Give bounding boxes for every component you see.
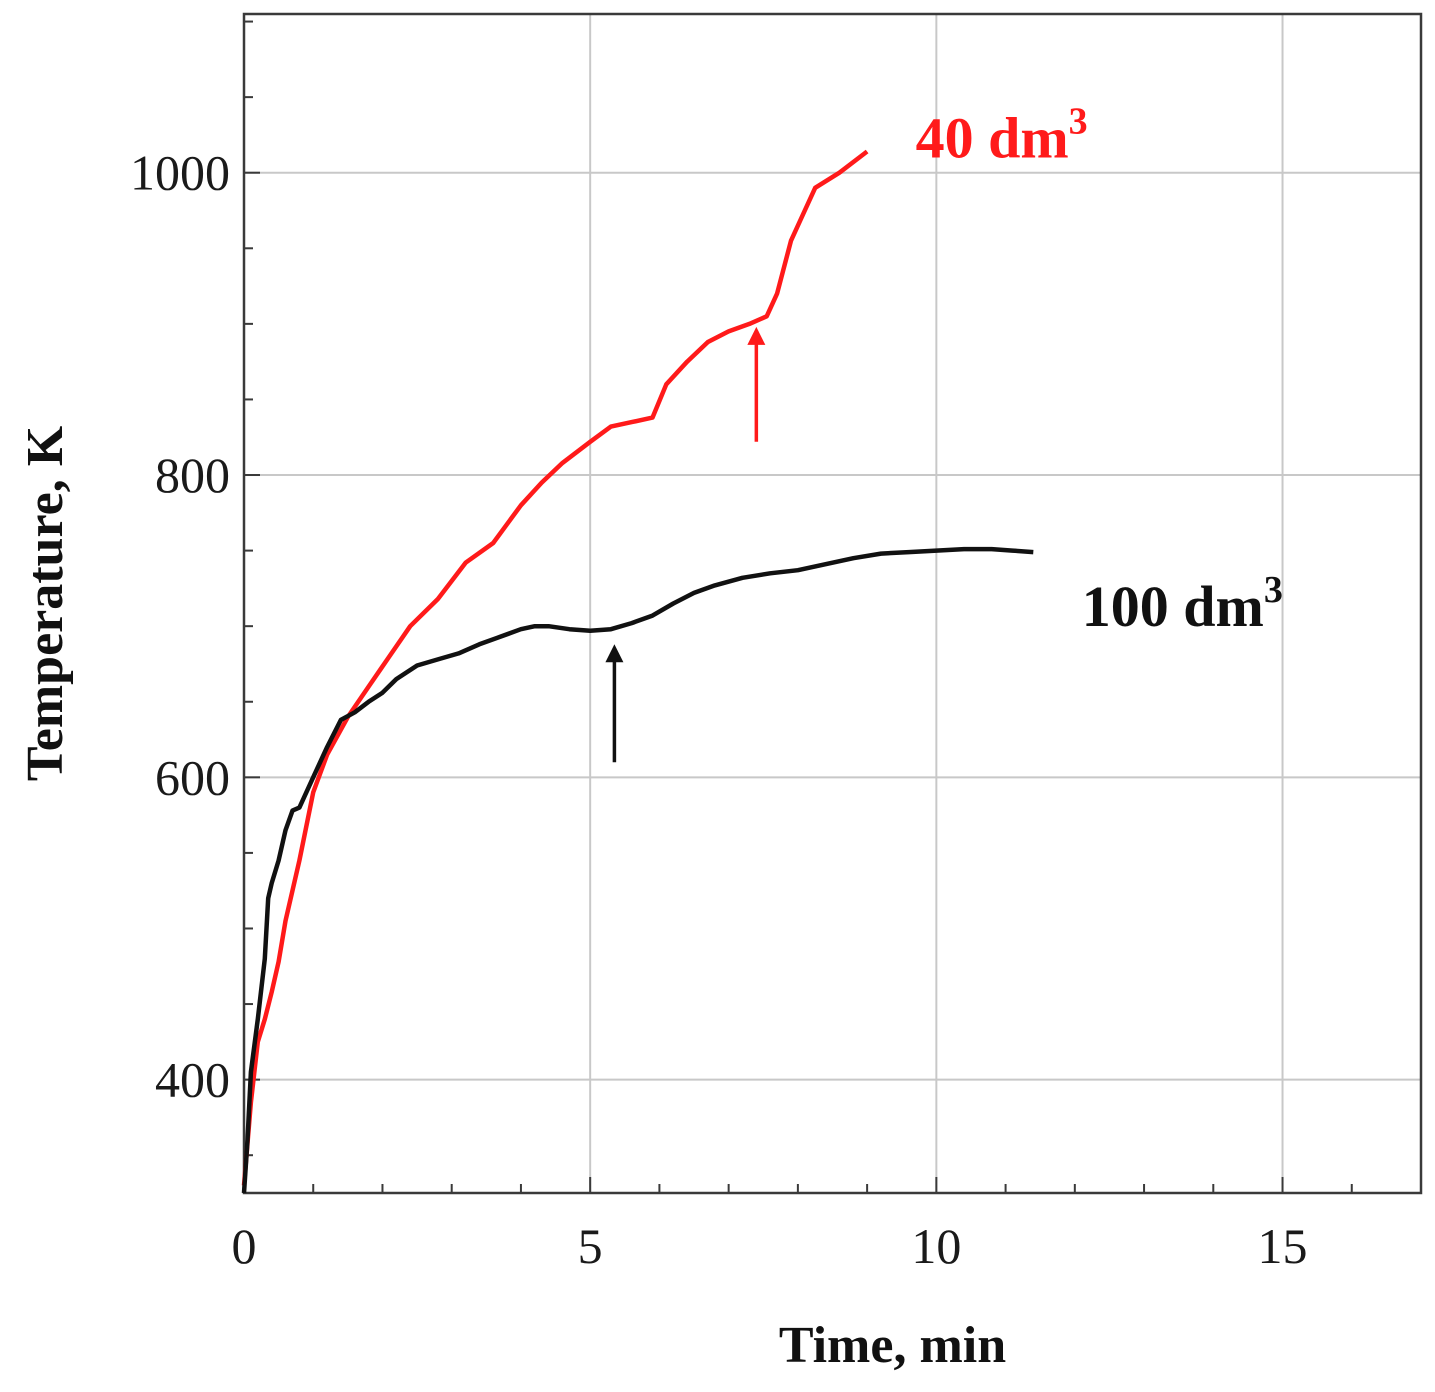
series-label-1: 100 dm3 bbox=[1082, 569, 1283, 639]
series-arrow-head-1 bbox=[605, 644, 624, 663]
series-arrow-head-0 bbox=[747, 326, 766, 345]
y-tick-label: 600 bbox=[155, 749, 230, 805]
x-tick-label: 0 bbox=[232, 1218, 257, 1274]
series-label-superscript: 3 bbox=[1069, 101, 1088, 143]
x-tick-label: 10 bbox=[911, 1218, 961, 1274]
series-line-0 bbox=[241, 149, 869, 1186]
x-tick-label: 5 bbox=[578, 1218, 603, 1274]
series-label-0: 40 dm3 bbox=[916, 101, 1088, 171]
y-tick-label: 1000 bbox=[130, 145, 230, 201]
series-label-superscript: 3 bbox=[1264, 569, 1283, 611]
x-tick-label: 15 bbox=[1258, 1218, 1308, 1274]
y-tick-label: 800 bbox=[155, 447, 230, 503]
y-axis-title: Temperature, K bbox=[17, 425, 74, 781]
series-line-1 bbox=[241, 546, 1034, 1194]
tick-labels: 0 5 10 15 400 600 800 1000 bbox=[130, 145, 1308, 1274]
y-tick-label: 400 bbox=[155, 1052, 230, 1108]
x-axis-title: Time, min bbox=[779, 1317, 1006, 1374]
grid bbox=[244, 14, 1421, 1193]
series-lines: 40 dm3 100 dm3 bbox=[241, 101, 1283, 1194]
plot-frame bbox=[242, 12, 1423, 1195]
